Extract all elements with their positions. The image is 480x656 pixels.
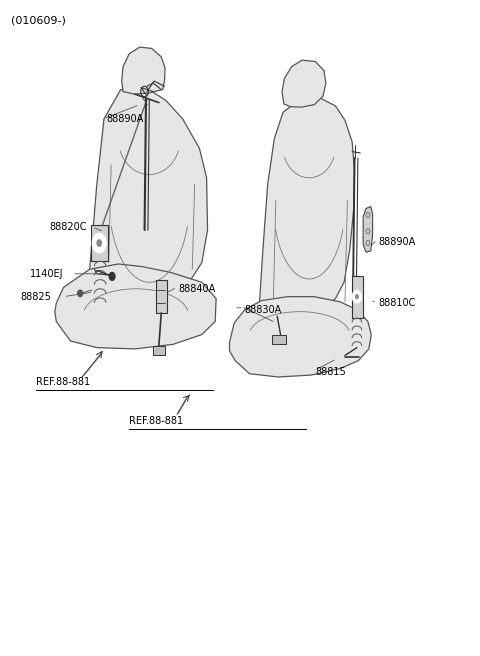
Polygon shape bbox=[259, 98, 355, 315]
Text: 88820C: 88820C bbox=[49, 222, 86, 232]
Text: 1140EJ: 1140EJ bbox=[30, 269, 63, 279]
Circle shape bbox=[96, 239, 102, 247]
Polygon shape bbox=[55, 264, 216, 349]
Text: REF.88-881: REF.88-881 bbox=[129, 416, 183, 426]
Polygon shape bbox=[282, 60, 326, 107]
Polygon shape bbox=[273, 335, 286, 344]
Bar bbox=[352, 276, 363, 318]
Text: 88890A: 88890A bbox=[107, 114, 144, 124]
Text: REF.88-881: REF.88-881 bbox=[36, 377, 90, 386]
Bar bbox=[156, 280, 167, 313]
Polygon shape bbox=[121, 47, 165, 94]
Circle shape bbox=[78, 290, 83, 297]
Text: (010609-): (010609-) bbox=[11, 16, 66, 26]
Polygon shape bbox=[153, 346, 165, 356]
Circle shape bbox=[109, 272, 115, 280]
Bar bbox=[91, 225, 108, 261]
Text: 88810C: 88810C bbox=[378, 298, 416, 308]
Circle shape bbox=[352, 290, 362, 303]
Text: 88840A: 88840A bbox=[178, 284, 215, 294]
Polygon shape bbox=[229, 297, 371, 377]
Text: 88825: 88825 bbox=[21, 292, 51, 302]
Polygon shape bbox=[90, 90, 207, 297]
Text: 88830A: 88830A bbox=[245, 304, 282, 315]
Text: 88890A: 88890A bbox=[378, 237, 416, 247]
Circle shape bbox=[92, 234, 107, 253]
Circle shape bbox=[355, 294, 359, 299]
Polygon shape bbox=[363, 207, 372, 252]
Text: 88815: 88815 bbox=[315, 367, 346, 377]
